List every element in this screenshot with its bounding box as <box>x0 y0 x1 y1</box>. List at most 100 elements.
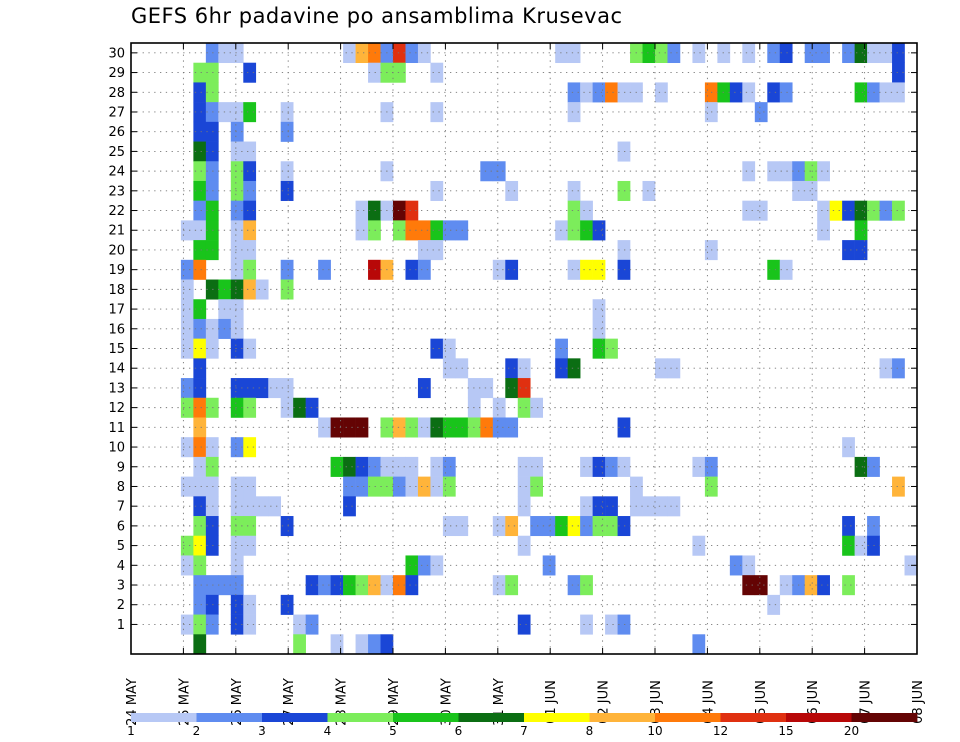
heatmap-cell <box>430 417 444 438</box>
heatmap-cell <box>517 476 531 497</box>
heatmap-cell <box>505 259 519 280</box>
heatmap-cell <box>567 259 581 280</box>
y-tick-label: 1 <box>117 618 125 633</box>
heatmap-cell <box>243 161 257 182</box>
heatmap-cell <box>430 220 444 241</box>
heatmap-cells <box>180 43 918 655</box>
heatmap-cell <box>655 358 668 379</box>
heatmap-cell <box>243 614 257 635</box>
heatmap-cell <box>817 200 830 221</box>
heatmap-cell <box>430 555 444 576</box>
heatmap-cell <box>617 82 631 103</box>
heatmap-cell <box>417 43 431 64</box>
heatmap-cell <box>230 338 244 359</box>
heatmap-cell <box>767 161 781 182</box>
heatmap-cell <box>854 240 868 261</box>
heatmap-cell <box>592 299 606 320</box>
heatmap-cell <box>343 43 356 64</box>
heatmap-cell <box>480 161 494 182</box>
colorbar-label: 10 <box>647 724 662 738</box>
heatmap-cell <box>580 259 593 280</box>
heatmap-cell <box>230 240 244 261</box>
heatmap-cell <box>255 496 269 517</box>
heatmap-cell <box>243 141 257 162</box>
heatmap-cell <box>892 62 905 83</box>
heatmap-cell <box>605 82 618 103</box>
heatmap-cell <box>767 43 781 64</box>
colorbar-label: 15 <box>778 724 793 738</box>
heatmap-cell <box>230 141 244 162</box>
heatmap-cell <box>280 378 294 399</box>
heatmap-cell <box>355 417 369 438</box>
heatmap-cell <box>368 476 381 497</box>
heatmap-cell <box>180 535 194 556</box>
heatmap-cell <box>393 220 406 241</box>
heatmap-cell <box>580 516 593 537</box>
heatmap-cell <box>193 299 207 320</box>
heatmap-cell <box>817 575 830 596</box>
heatmap-cell <box>343 417 356 438</box>
colorbar-segment <box>655 713 721 722</box>
heatmap-cell <box>180 476 194 497</box>
heatmap-cell <box>842 200 855 221</box>
heatmap-cell <box>243 338 257 359</box>
heatmap-cell <box>567 102 581 123</box>
heatmap-cell <box>355 43 369 64</box>
heatmap-cell <box>193 82 207 103</box>
heatmap-cell <box>280 102 294 123</box>
heatmap-cell <box>430 102 444 123</box>
heatmap-cell <box>330 456 344 477</box>
chart-title: GEFS 6hr padavine po ansamblima Krusevac <box>131 4 623 28</box>
heatmap-cell <box>692 535 706 556</box>
heatmap-cell <box>405 456 419 477</box>
heatmap-cell <box>243 476 257 497</box>
heatmap-cell <box>380 634 394 655</box>
heatmap-cell <box>430 476 444 497</box>
colorbar-segment <box>524 713 590 722</box>
heatmap-cell <box>505 417 519 438</box>
heatmap-cell <box>742 43 756 64</box>
heatmap-cell <box>530 397 544 418</box>
heatmap-cell <box>817 43 830 64</box>
heatmap-cell <box>892 476 905 497</box>
heatmap-cell <box>180 437 194 458</box>
heatmap-cell <box>243 62 257 83</box>
heatmap-cell <box>729 82 743 103</box>
heatmap-cell <box>417 220 431 241</box>
heatmap-cell <box>393 43 406 64</box>
heatmap-cell <box>230 378 244 399</box>
heatmap-cell <box>193 417 207 438</box>
heatmap-cell <box>617 259 631 280</box>
heatmap-cell <box>230 516 244 537</box>
heatmap-cell <box>592 338 606 359</box>
heatmap-cell <box>667 43 681 64</box>
heatmap-cell <box>817 220 830 241</box>
colorbar-label: 12 <box>713 724 728 738</box>
colorbar-label: 2 <box>193 724 201 738</box>
heatmap-cell <box>442 476 456 497</box>
heatmap-cell <box>318 417 331 438</box>
heatmap-cell <box>243 437 257 458</box>
heatmap-cell <box>692 43 706 64</box>
heatmap-cell <box>817 161 830 182</box>
heatmap-cell <box>318 259 331 280</box>
heatmap-cell <box>405 555 419 576</box>
heatmap-cell <box>854 535 868 556</box>
heatmap-cell <box>355 220 369 241</box>
heatmap-cell <box>243 516 257 537</box>
y-tick-label: 16 <box>108 322 125 337</box>
heatmap-cell <box>767 259 781 280</box>
heatmap-cell <box>567 516 581 537</box>
colorbar-segment <box>196 713 263 722</box>
heatmap-cell <box>492 397 506 418</box>
y-tick-label: 3 <box>117 579 125 594</box>
heatmap-cell <box>393 476 406 497</box>
heatmap-cell <box>230 299 244 320</box>
colorbar-label: 6 <box>455 724 463 738</box>
heatmap-cell <box>742 82 756 103</box>
heatmap-cell <box>193 555 207 576</box>
heatmap-cell <box>180 279 194 300</box>
heatmap-cell <box>193 62 207 83</box>
x-tick-label: 07 JUN <box>859 680 874 724</box>
y-tick-label: 11 <box>108 421 125 436</box>
